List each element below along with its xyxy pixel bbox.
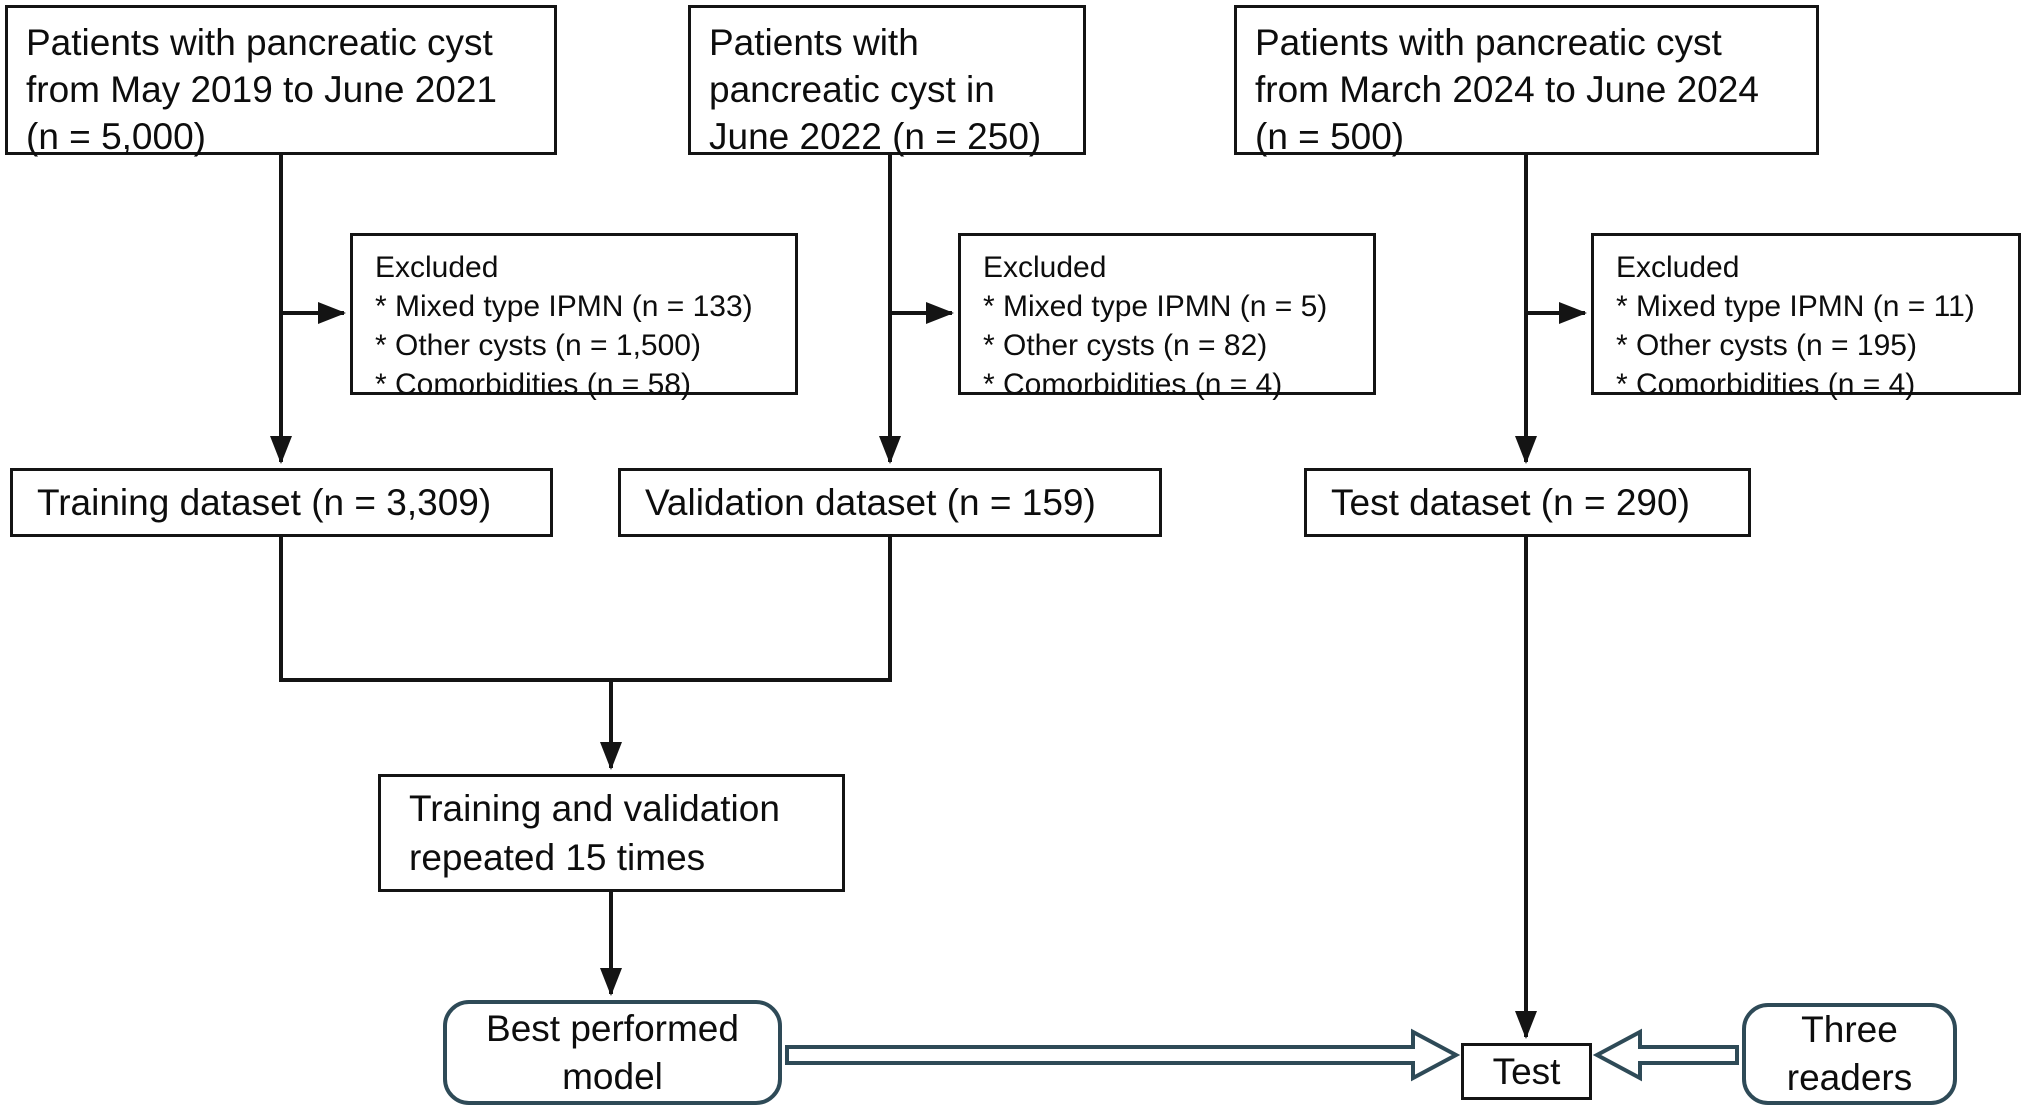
- cohort-line: (n = 500): [1255, 116, 1405, 157]
- double-arrow-model-to-test: [785, 1028, 1461, 1082]
- excluded-title: Excluded: [1616, 251, 1740, 284]
- excluded-box-2: Excluded * Mixed type IPMN (n = 5) * Oth…: [958, 233, 1376, 401]
- excluded-item: * Mixed type IPMN (n = 133): [375, 290, 753, 323]
- excluded-item: * Other cysts (n = 1,500): [375, 329, 701, 362]
- validation-dataset-box: Validation dataset (n = 159): [618, 468, 1162, 537]
- excluded-item: * Comorbidities (n = 4): [983, 368, 1283, 401]
- excluded-box-3: Excluded * Mixed type IPMN (n = 11) * Ot…: [1591, 233, 2021, 401]
- cohort-line: Patients with pancreatic cyst: [26, 22, 493, 63]
- cohort-line: from May 2019 to June 2021: [26, 69, 498, 110]
- best-model-box: Best performed model: [443, 1000, 782, 1105]
- cohort-line: (n = 5,000): [26, 116, 206, 157]
- readers-line: Three: [1801, 1009, 1898, 1050]
- excluded-title: Excluded: [983, 251, 1107, 284]
- cohort-box-2019-2021: Patients with pancreatic cyst from May 2…: [5, 5, 557, 157]
- excluded-item: * Comorbidities (n = 58): [375, 368, 691, 401]
- excluded-title: Excluded: [375, 251, 499, 284]
- excluded-item: * Comorbidities (n = 4): [1616, 368, 1916, 401]
- readers-line: readers: [1786, 1057, 1913, 1098]
- excluded-box-1: Excluded * Mixed type IPMN (n = 133) * O…: [350, 233, 798, 401]
- best-model-line: Best performed: [486, 1007, 739, 1049]
- training-dataset-label: Training dataset (n = 3,309): [37, 481, 492, 523]
- readers-box: Three readers: [1742, 1003, 1957, 1105]
- test-step-box: Test: [1461, 1043, 1592, 1100]
- cohort-line: June 2022 (n = 250): [709, 116, 1042, 157]
- cohort-line: Patients with pancreatic cyst: [1255, 22, 1722, 63]
- connector-merge-training-validation: [279, 537, 892, 682]
- excluded-item: * Other cysts (n = 82): [983, 329, 1268, 362]
- excluded-item: * Other cysts (n = 195): [1616, 329, 1917, 362]
- training-dataset-box: Training dataset (n = 3,309): [10, 468, 553, 537]
- excluded-item: * Mixed type IPMN (n = 5): [983, 290, 1328, 323]
- process-line: repeated 15 times: [409, 837, 706, 878]
- excluded-item: * Mixed type IPMN (n = 11): [1616, 290, 1975, 323]
- process-box-repeat: Training and validation repeated 15 time…: [378, 774, 845, 892]
- cohort-line: Patients with: [709, 22, 919, 63]
- cohort-line: from March 2024 to June 2024: [1255, 69, 1759, 110]
- process-line: Training and validation: [409, 788, 780, 829]
- validation-dataset-label: Validation dataset (n = 159): [645, 481, 1096, 523]
- cohort-box-2024: Patients with pancreatic cyst from March…: [1234, 5, 1819, 157]
- double-arrow-readers-to-test: [1592, 1028, 1739, 1082]
- cohort-box-2022: Patients with pancreatic cyst in June 20…: [688, 5, 1086, 157]
- test-step-label: Test: [1492, 1050, 1561, 1092]
- best-model-line: model: [562, 1055, 663, 1097]
- cohort-line: pancreatic cyst in: [709, 69, 995, 110]
- test-dataset-box: Test dataset (n = 290): [1304, 468, 1751, 537]
- test-dataset-label: Test dataset (n = 290): [1331, 481, 1690, 523]
